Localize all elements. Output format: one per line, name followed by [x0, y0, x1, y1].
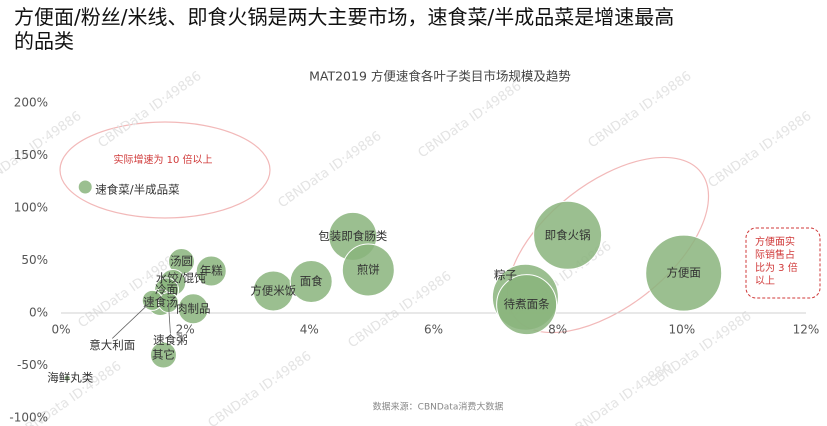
- y-tick-label: -100%: [9, 411, 48, 425]
- bubble: [645, 234, 723, 312]
- x-tick-label: 10%: [668, 323, 695, 337]
- bubble-label: 肉制品: [176, 301, 211, 315]
- chart-title: MAT2019 方便速食各叶子类目市场规模及趋势: [309, 69, 571, 84]
- bubble-label: 方便米饭: [250, 283, 296, 297]
- annotation-box: [745, 227, 821, 299]
- watermark: CBNData ID:49886: [276, 129, 385, 212]
- y-tick-label: 150%: [14, 148, 48, 162]
- x-tick-label: 0%: [51, 323, 70, 337]
- bubble-label: 包装即食肠类: [318, 229, 387, 243]
- bubble: [195, 255, 227, 287]
- watermark: CBNData ID:49886: [706, 109, 815, 192]
- watermark: CBNData ID:49886: [566, 359, 675, 426]
- bubble-label: 粽子: [494, 268, 517, 282]
- leader-line: [168, 302, 171, 334]
- watermark: CBNData ID:49886: [416, 79, 525, 162]
- bubble-label: 面食: [300, 274, 323, 288]
- bubble: [341, 243, 395, 297]
- leader-line: [111, 300, 153, 339]
- bubble: [533, 200, 603, 270]
- annotation: 实际增速为 10 倍以上: [113, 153, 212, 166]
- annotation: 以上: [755, 275, 775, 287]
- x-tick-label: 8%: [548, 323, 567, 337]
- highlight-ellipse: [59, 121, 271, 219]
- bubble: [149, 341, 177, 369]
- x-tick-label: 12%: [793, 323, 820, 337]
- watermark: CBNData ID:49886: [586, 69, 695, 152]
- bubble-label: 其它: [152, 348, 175, 362]
- bubble: [63, 374, 71, 382]
- annotation: 比为 3 倍: [755, 261, 798, 274]
- watermark: CBNData ID:49886: [206, 349, 315, 426]
- y-tick-label: 200%: [14, 96, 48, 110]
- bubble-label: 意大利面: [89, 338, 135, 352]
- bubble: [77, 179, 93, 195]
- x-tick-label: 4%: [300, 323, 319, 337]
- x-tick-label: 2%: [176, 323, 195, 337]
- bubble-label: 即食火锅: [545, 228, 591, 242]
- bubble-label: 煎饼: [357, 262, 380, 276]
- annotation: 际销售占: [755, 248, 795, 261]
- y-tick-label: 0%: [29, 306, 48, 320]
- bubble-label: 年糕: [200, 264, 223, 278]
- bubble-label: 冷面: [155, 282, 178, 296]
- source: 数据来源：CBNData消费大数据: [373, 401, 504, 413]
- watermark: CBNData ID:49886: [96, 69, 205, 152]
- y-tick-label: 50%: [21, 253, 48, 267]
- annotation: 方便面实: [755, 235, 795, 248]
- bubble-label: 速食菜/半成品菜: [95, 183, 180, 197]
- bubble-label: 海鲜丸类: [47, 371, 93, 385]
- y-tick-label: -50%: [17, 358, 48, 372]
- bubble: [289, 260, 333, 303]
- x-tick-label: 6%: [424, 323, 443, 337]
- y-tick-label: 100%: [14, 201, 48, 215]
- bubble-label: 速食汤: [143, 295, 178, 309]
- bubble-label: 速食粥: [153, 333, 188, 347]
- bubble-label: 水饺/馄饨: [156, 271, 206, 285]
- bubble-label: 汤圆: [170, 254, 193, 268]
- bubble: [496, 274, 558, 336]
- bubble: [177, 293, 209, 325]
- bubble-label: 方便面: [666, 266, 701, 280]
- bubble-label: 待煮面条: [504, 297, 550, 311]
- page-title: 方便面/粉丝/米线、即食火锅是两大主要市场，速食菜/半成品菜是增速最高的品类: [14, 5, 674, 53]
